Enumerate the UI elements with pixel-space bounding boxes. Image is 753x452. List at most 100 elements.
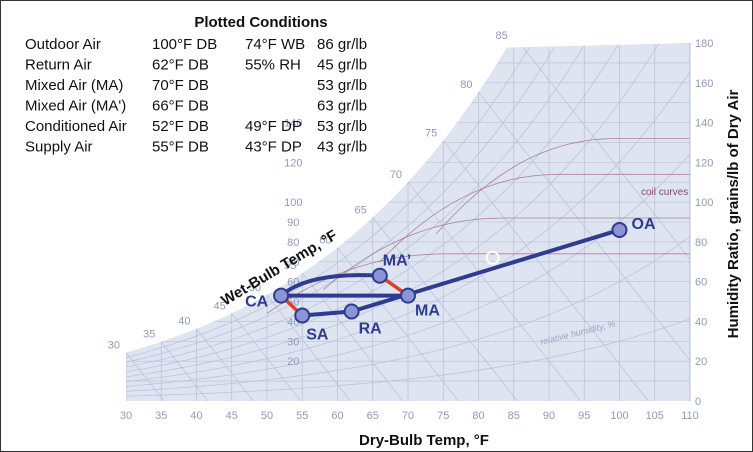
x-tick-label: 75 [437,410,449,422]
x-tick-label: 60 [331,410,343,422]
x-tick-label: 35 [155,410,167,422]
coil-curve [435,138,690,235]
point-ra [343,303,360,320]
table-cell: Return Air [25,57,92,74]
point-ca [273,287,290,304]
point-label: MA [415,303,440,320]
table-cell: 86 gr/lb [317,36,367,53]
y-grid-label: 20 [287,356,299,368]
x-tick-label: 40 [190,410,202,422]
y-tick-label: 80 [695,237,707,249]
wb-tick-label: 60 [319,235,331,247]
table-cell: 43°F DP [245,139,302,156]
wb-tick-label: 70 [390,169,402,181]
point-ma-prime [371,267,388,284]
table-cell: Conditioned Air [25,118,127,135]
x-tick-label: 45 [226,410,238,422]
table-cell: 43 gr/lb [317,139,367,156]
y-tick-label: 60 [695,277,707,289]
wb-gridline [407,181,581,401]
point-label: CA [245,294,269,311]
y-grid-label: 80 [287,237,299,249]
sa-ra-line [300,309,354,318]
y-grid-label: 90 [287,217,299,229]
y-grid-label: 140 [284,118,302,130]
y-tick-label: 180 [695,38,713,50]
x-tick-label: 85 [508,410,520,422]
rh-curve [126,43,690,373]
rh-curve [126,43,690,363]
x-tick-label: 55 [296,410,308,422]
y-tick-label: 20 [695,356,707,368]
table-cell: 55°F DB [152,139,209,156]
y-tick-label: 100 [695,197,713,209]
table-cell: 52°F DB [152,118,209,135]
wb-tick-label: 65 [355,204,367,216]
y-tick-label: 160 [695,78,713,90]
wb-gridline [126,352,165,401]
wb-tick-label: 75 [425,128,437,140]
table-cell: 70°F DB [152,77,209,94]
wb-gridline [196,328,254,401]
rh-curve [126,71,690,382]
x-tick-label: 65 [367,410,379,422]
y-tick-label: 0 [695,396,701,408]
rh-curve [126,236,690,392]
coil-curve [379,173,690,263]
wb-tick-label: 35 [143,329,155,341]
table-cell: 53 gr/lb [317,118,367,135]
wb-gridline [160,341,209,401]
x-axis-title: Dry-Bulb Temp, °F [359,432,489,449]
x-tick-label: 105 [646,410,664,422]
wb-tick-label: 40 [178,316,190,328]
wb-gridline [266,294,351,401]
ca-ma-prime-line [279,273,380,298]
coil-curve [323,217,690,290]
table-cell: 49°F DP [245,118,302,135]
table-cell: Mixed Air (MA) [25,77,123,94]
wb-tick-label: 55 [284,260,296,272]
point-ma [400,287,416,304]
wb-gridline [372,217,518,401]
marker-circle [485,250,500,265]
y-tick-label: 40 [695,316,707,328]
y-axis-title: Humidity Ratio, grains/lb of Dry Air [725,90,742,339]
table-cell: Supply Air [25,139,93,156]
wb-gridline [231,313,302,401]
wb-tick-label: 30 [108,340,120,352]
table-cell: 63 gr/lb [317,98,367,115]
y-grid-label: 120 [284,157,302,169]
ra-oa-line [349,227,622,314]
point-sa [294,307,311,324]
table-cell: 62°F DB [152,57,209,74]
rh-curve [126,318,690,397]
x-tick-label: 30 [120,410,132,422]
coil-curves-label: coil curves [641,187,688,198]
table-cell: 66°F DB [152,98,209,115]
wb-tick-label: 45 [214,300,226,312]
x-tick-label: 70 [402,410,414,422]
wb-tick-label: 80 [460,79,472,91]
table-cell: Outdoor Air [25,36,101,53]
x-tick-label: 50 [261,410,273,422]
y-tick-label: 120 [695,157,713,169]
table-title: Plotted Conditions [194,14,327,31]
rh-curve [126,43,690,368]
x-tick-label: 80 [472,410,484,422]
table-cell: 53 gr/lb [317,77,367,94]
point-label: RA [359,321,383,338]
y-grid-label: 70 [287,257,299,269]
table-cell: 45 gr/lb [317,57,367,74]
y-grid-label: 100 [284,197,302,209]
point-label: SA [306,326,329,343]
point-oa [611,221,628,238]
y-tick-label: 140 [695,118,713,130]
x-tick-label: 100 [610,410,628,422]
x-tick-label: 90 [543,410,555,422]
point-label: OA [632,216,656,233]
x-tick-label: 95 [578,410,590,422]
table-cell: 55% RH [245,57,301,74]
table-cell: 100°F DB [152,36,217,53]
